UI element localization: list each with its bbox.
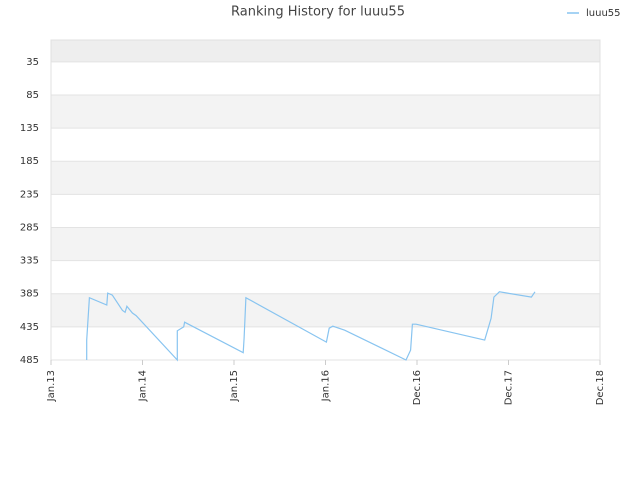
x-tick-label: Jan.16: [321, 370, 332, 402]
y-tick-label: 35: [26, 57, 39, 68]
y-tick-label: 385: [20, 289, 39, 300]
line-series: [86, 291, 536, 362]
y-tick-label: 285: [20, 222, 39, 233]
legend-label: luuu55: [586, 8, 621, 19]
grid-band: [51, 161, 600, 195]
grid-band: [51, 227, 600, 261]
x-tick-label: Dec.17: [504, 370, 515, 405]
chart-title: Ranking History for luuu55: [231, 5, 405, 20]
grid-band: [51, 94, 600, 129]
grid-band: [51, 293, 600, 327]
y-tick-label: 135: [20, 123, 39, 134]
y-tick-label: 485: [20, 355, 39, 366]
y-tick-label: 435: [20, 322, 39, 333]
y-tick-label: 235: [20, 189, 39, 200]
x-tick-label: Dec.16: [412, 370, 423, 405]
y-tick-label: 85: [26, 90, 39, 101]
x-tick-label: Dec.18: [595, 370, 606, 405]
y-tick-label: 335: [20, 256, 39, 267]
y-tick-label: 185: [20, 156, 39, 167]
x-tick-label: Jan.15: [229, 370, 240, 402]
grid-band: [51, 40, 600, 62]
x-tick-label: Jan.14: [138, 370, 149, 402]
x-tick-label: Jan.13: [46, 370, 57, 402]
